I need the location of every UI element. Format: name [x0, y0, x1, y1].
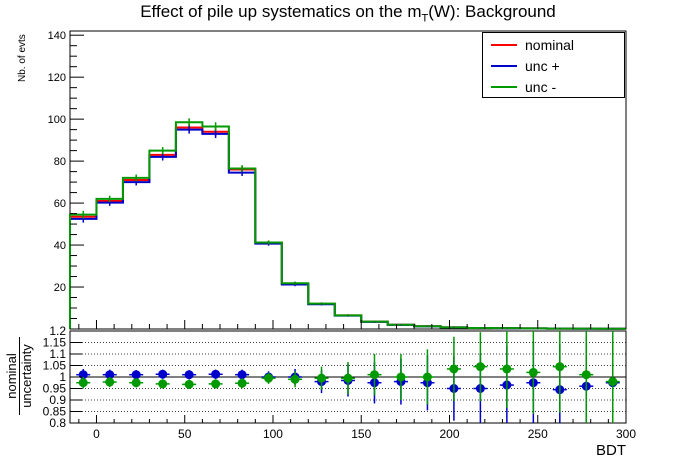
ratio-point-unc-minus: [343, 373, 353, 383]
ratio-point-unc-minus: [131, 378, 141, 388]
top-y-tick-label: 80: [54, 156, 66, 168]
ratio-y-tick-label: 0.95: [43, 382, 67, 396]
ratio-point-unc-minus: [502, 364, 512, 374]
top-y-tick-label: 100: [48, 114, 66, 126]
ratio-point-unc-minus: [369, 370, 379, 380]
ratio-point-unc-minus: [78, 378, 88, 388]
ratio-y-tick-label: 1.05: [43, 359, 67, 373]
ratio-label-denominator: uncertainty: [19, 344, 34, 408]
legend-swatch-unc-minus: [491, 86, 517, 88]
histogram-unc-plus: [69, 128, 626, 330]
top-plot-frame: [69, 30, 627, 330]
ratio-point-unc-minus: [608, 377, 618, 387]
ratio-point-unc-minus: [396, 372, 406, 382]
top-y-tick-label: 20: [54, 282, 66, 294]
top-y-tick-label: 120: [48, 72, 66, 84]
ratio-point-unc-plus: [211, 369, 221, 379]
x-tick-label: 150: [351, 427, 371, 441]
chart-title-suffix: (W): Background: [428, 2, 556, 21]
ratio-y-tick-label: 1.15: [43, 336, 67, 350]
top-y-tick-label: 140: [48, 30, 66, 42]
x-tick-label: 250: [528, 427, 548, 441]
ratio-point-unc-minus: [528, 367, 538, 377]
legend-swatch-nominal: [491, 44, 517, 46]
ratio-point-unc-plus: [184, 370, 194, 380]
legend-label-nominal: nominal: [525, 37, 575, 53]
ratio-point-unc-minus: [237, 378, 247, 388]
ratio-point-unc-minus: [211, 379, 221, 389]
ratio-point-unc-minus: [422, 372, 432, 382]
legend-swatch-unc-plus: [491, 65, 517, 67]
chart-title-sub: T: [421, 12, 429, 25]
ratio-y-tick-label: 0.9: [49, 393, 66, 407]
x-tick-label: 50: [178, 427, 192, 441]
legend-label-unc-plus: unc +: [525, 58, 560, 74]
ratio-y-axis-label: nominal uncertainty: [4, 337, 34, 415]
ratio-point-unc-plus: [131, 370, 141, 380]
ratio-y-tick-label: 1: [59, 370, 66, 384]
ratio-point-unc-minus: [158, 379, 168, 389]
ratio-point-unc-plus: [158, 369, 168, 379]
chart-title-prefix: Effect of pile up systematics on the m: [140, 2, 422, 21]
legend-label-unc-minus: unc -: [525, 79, 557, 95]
x-tick-label: 300: [616, 427, 636, 441]
x-tick-label: 100: [263, 427, 283, 441]
ratio-label-numerator: nominal: [4, 337, 20, 415]
ratio-point-unc-plus: [105, 370, 115, 380]
ratio-point-unc-minus: [290, 374, 300, 384]
ratio-point-unc-minus: [581, 370, 591, 380]
ratio-y-tick-label: 0.8: [49, 416, 66, 430]
x-tick-label: 200: [439, 427, 459, 441]
ratio-y-tick-label: 1.1: [49, 347, 66, 361]
histogram-unc-minus: [69, 121, 626, 330]
chart-title: Effect of pile up systematics on the mT(…: [0, 2, 696, 24]
ratio-y-tick-label: 0.85: [43, 405, 67, 419]
ratio-point-unc-minus: [317, 373, 327, 383]
x-axis-label: BDT: [596, 442, 626, 459]
ratio-point-unc-minus: [475, 362, 485, 372]
ratio-point-unc-minus: [449, 364, 459, 374]
ratio-point-unc-plus: [237, 370, 247, 380]
ratio-point-unc-minus: [264, 373, 274, 383]
ratio-y-tick-label: 1.2: [49, 324, 66, 338]
top-y-axis-label: Nb. of evts: [17, 34, 28, 82]
top-y-tick-label: 40: [54, 240, 66, 252]
legend: nominal unc + unc -: [482, 32, 625, 98]
top-y-tick-label: 60: [54, 198, 66, 210]
ratio-point-unc-minus: [555, 362, 565, 372]
ratio-point-unc-minus: [184, 379, 194, 389]
ratio-point-unc-minus: [105, 377, 115, 387]
x-tick-label: 0: [93, 427, 100, 441]
